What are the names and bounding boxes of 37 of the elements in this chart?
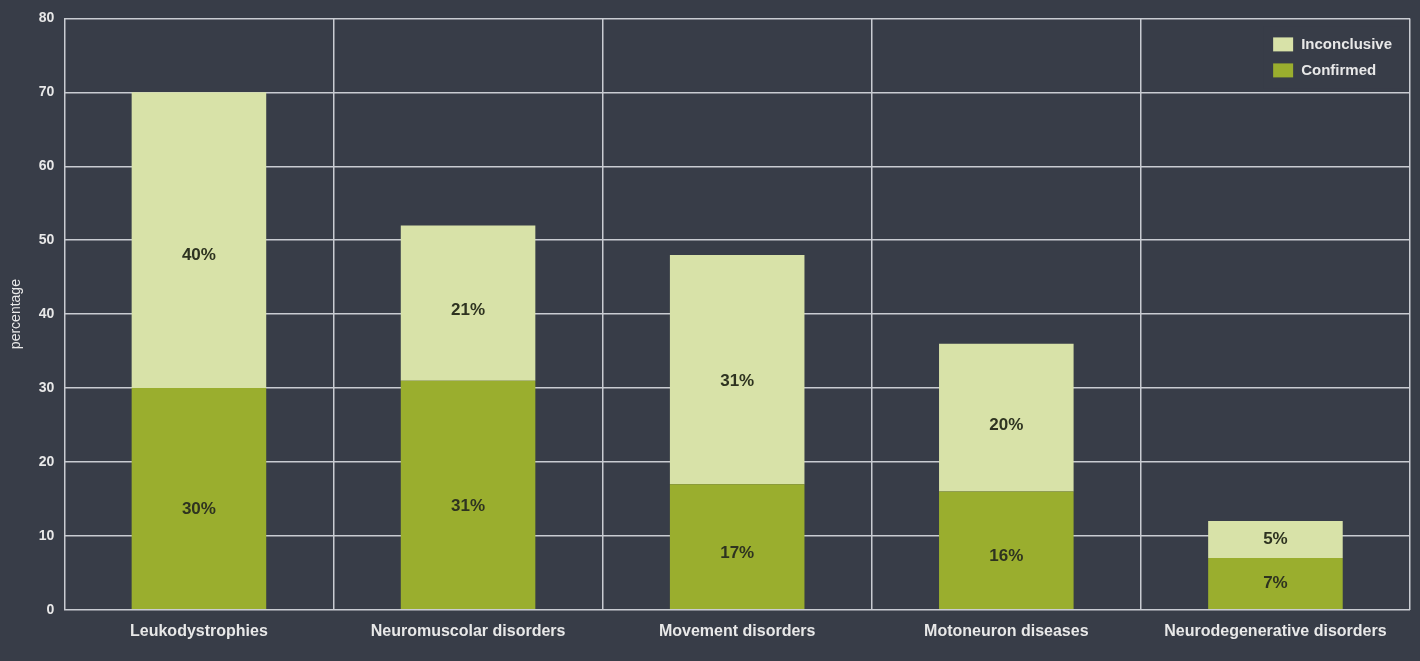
legend-label: Confirmed (1301, 60, 1377, 78)
x-tick-label: Neurodegenerative disorders (1164, 621, 1387, 639)
x-tick-label: Motoneuron diseases (924, 621, 1089, 639)
data-label: 21% (451, 300, 486, 320)
y-tick-label: 0 (46, 600, 55, 617)
data-label: 40% (181, 244, 216, 264)
x-tick-label: Neuromuscolar disorders (370, 621, 566, 639)
bar (669, 254, 805, 485)
y-tick-label: 60 (38, 157, 55, 174)
bar (1208, 521, 1343, 559)
x-tick-label: Leukodystrophies (130, 621, 268, 639)
bar (669, 484, 805, 610)
bar (400, 380, 536, 610)
y-tick-label: 30 (38, 378, 55, 395)
y-tick-label: 50 (38, 231, 55, 248)
data-label: 17% (720, 542, 755, 562)
x-tick-label: Movement disorders (658, 621, 816, 639)
y-tick-label: 80 (38, 9, 55, 26)
y-tick-label: 20 (38, 452, 55, 469)
y-axis-title: percentage (7, 278, 24, 350)
y-tick-label: 40 (38, 304, 55, 321)
bar (131, 92, 267, 389)
legend-label: Inconclusive (1301, 34, 1393, 52)
data-label: 20% (989, 414, 1024, 434)
bar (1208, 558, 1343, 610)
data-label: 5% (1263, 529, 1288, 549)
bar (939, 491, 1074, 610)
data-label: 7% (1263, 573, 1288, 593)
bar (939, 343, 1074, 492)
y-tick-label: 70 (38, 83, 55, 100)
data-label: 31% (451, 495, 486, 515)
bar (131, 388, 267, 610)
data-label: 31% (720, 370, 755, 390)
data-label: 30% (181, 499, 216, 519)
data-label: 16% (989, 545, 1024, 565)
y-tick-label: 10 (38, 526, 55, 543)
bar (400, 225, 536, 381)
